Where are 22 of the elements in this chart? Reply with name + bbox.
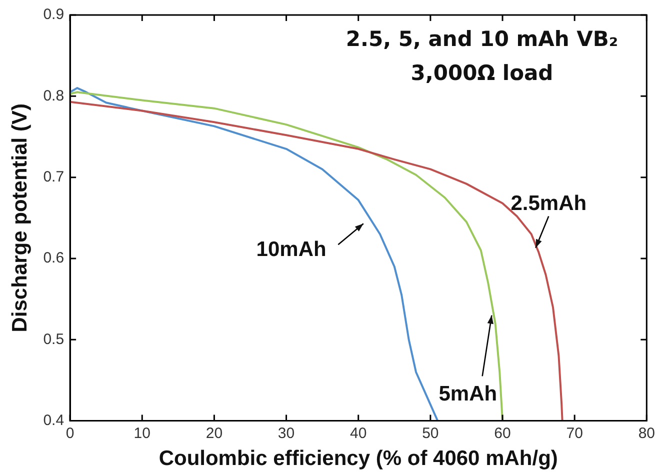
y-tick-label: 0.5 <box>43 330 64 348</box>
y-tick-label: 0.7 <box>43 168 64 186</box>
series-label: 5mAh <box>438 382 498 406</box>
y-tick-label: 0.6 <box>43 250 64 267</box>
text: 10mAh <box>256 238 326 262</box>
x-tick-label: 80 <box>638 424 655 442</box>
text: 3,000Ω load <box>410 60 554 87</box>
x-tick-label: 70 <box>566 424 583 442</box>
y-tick-label: 0.8 <box>43 87 64 104</box>
x-tick-label: 60 <box>494 424 511 442</box>
x-tick-label: 0 <box>66 424 74 442</box>
x-tick-label: 30 <box>278 424 295 442</box>
x-tick-label: 50 <box>422 424 439 442</box>
x-axis-title: Coulombic efficiency (% of 4060 mAh/g) <box>158 447 558 470</box>
x-tick-label: 20 <box>206 424 223 442</box>
text: 2.5, 5, and 10 mAh VB₂ <box>344 26 620 53</box>
x-tick-label: 40 <box>350 424 367 442</box>
x-tick-label: 10 <box>134 424 150 442</box>
y-tick-label: 0.4 <box>43 412 64 429</box>
series-label: 2.5mAh <box>510 192 587 215</box>
y-tick-label: 0.9 <box>43 6 64 24</box>
y-axis-title: Discharge potential (V) <box>8 104 32 332</box>
